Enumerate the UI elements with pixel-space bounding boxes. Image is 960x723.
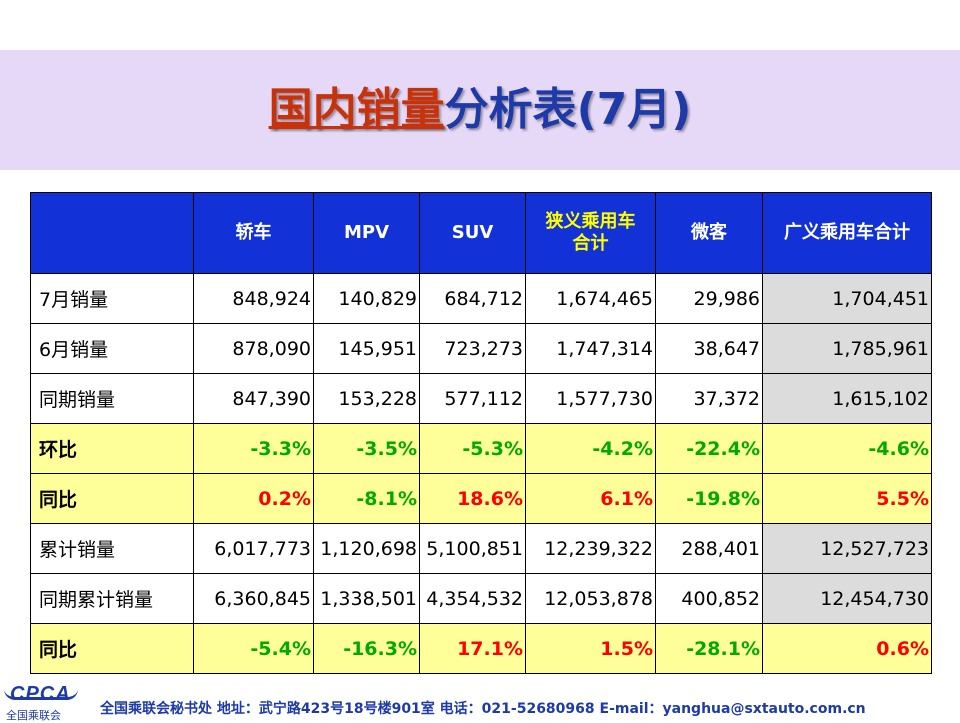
table-cell: 878,090 xyxy=(193,323,314,374)
table-cell: 1,785,961 xyxy=(762,323,932,374)
header-mpv: MPV xyxy=(313,192,420,274)
table-cell: 6.1% xyxy=(525,473,656,524)
logo-subtext: 全国乘联会 xyxy=(6,709,61,722)
table-cell: -5.4% xyxy=(193,623,314,674)
table-cell: 577,112 xyxy=(419,373,526,424)
table-cell: 6,360,845 xyxy=(193,573,314,624)
table-cell: 1,615,102 xyxy=(762,373,932,424)
title-band xyxy=(0,50,960,170)
header-minivan: 微客 xyxy=(655,192,763,274)
table-cell: 0.2% xyxy=(193,473,314,524)
table-row: 同期累计销量 6,360,845 1,338,501 4,354,532 12,053,… xyxy=(30,573,932,624)
table-header-row: 轿车 MPV SUV 狭义乘用车 合计 微客 广义乘用车合计 xyxy=(30,192,932,274)
sales-analysis-table: 轿车 MPV SUV 狭义乘用车 合计 微客 广义乘用车合计 7月销量 848,92… xyxy=(30,192,932,674)
row-label: 同比 xyxy=(30,473,194,524)
table-cell: 12,053,878 xyxy=(525,573,656,624)
table-cell: 17.1% xyxy=(419,623,526,674)
header-suv: SUV xyxy=(419,192,526,274)
table-row: 环比 -3.3% -3.5% -5.3% -4.2% -22.4% -4.6% xyxy=(30,423,932,474)
page-title: 国内销量分析表(7月) xyxy=(0,80,960,140)
table-cell: -3.5% xyxy=(313,423,420,474)
row-label: 6月销量 xyxy=(30,323,194,374)
table-cell: 1,577,730 xyxy=(525,373,656,424)
table-row: 累计销量 6,017,773 1,120,698 5,100,851 12,239,32… xyxy=(30,523,932,574)
table-cell: 847,390 xyxy=(193,373,314,424)
table-cell: 5,100,851 xyxy=(419,523,526,574)
table-cell: 288,401 xyxy=(655,523,763,574)
table-row: 7月销量 848,924 140,829 684,712 1,674,465 29,986… xyxy=(30,273,932,324)
row-label: 7月销量 xyxy=(30,273,194,324)
table-cell: 1,338,501 xyxy=(313,573,420,624)
logo-swoosh xyxy=(4,689,78,700)
header-narrow-total-line1: 狭义乘用车 xyxy=(545,211,636,232)
logo-text: CPCA xyxy=(10,683,71,705)
table-cell: 723,273 xyxy=(419,323,526,374)
table-cell: -4.2% xyxy=(525,423,656,474)
table-cell: 1.5% xyxy=(525,623,656,674)
table-cell: 12,239,322 xyxy=(525,523,656,574)
table-cell: 29,986 xyxy=(655,273,763,324)
title-highlight: 国内销量 xyxy=(268,84,445,135)
table-cell: 6,017,773 xyxy=(193,523,314,574)
table-cell: -4.6% xyxy=(762,423,932,474)
table-cell: 12,527,723 xyxy=(762,523,932,574)
table-cell: 153,228 xyxy=(313,373,420,424)
table-row: 同比 0.2% -8.1% 18.6% 6.1% -19.8% 5.5% xyxy=(30,473,932,524)
header-sedan: 轿车 xyxy=(193,192,314,274)
cpca-logo: CPCA 全国乘联会 xyxy=(4,683,80,722)
table-cell: 4,354,532 xyxy=(419,573,526,624)
table-cell: -3.3% xyxy=(193,423,314,474)
table-cell: 1,120,698 xyxy=(313,523,420,574)
table-cell: -5.3% xyxy=(419,423,526,474)
table-row: 同比 -5.4% -16.3% 17.1% 1.5% -28.1% 0.6% xyxy=(30,623,932,674)
table-cell: 1,704,451 xyxy=(762,273,932,324)
table-cell: 38,647 xyxy=(655,323,763,374)
table-cell: 145,951 xyxy=(313,323,420,374)
row-label: 同期累计销量 xyxy=(30,573,194,624)
table-cell: -8.1% xyxy=(313,473,420,524)
table-cell: 140,829 xyxy=(313,273,420,324)
table-cell: 0.6% xyxy=(762,623,932,674)
table-cell: 400,852 xyxy=(655,573,763,624)
row-label: 环比 xyxy=(30,423,194,474)
table-cell: 37,372 xyxy=(655,373,763,424)
row-label: 同期销量 xyxy=(30,373,194,424)
header-empty xyxy=(30,192,194,274)
header-broad-total: 广义乘用车合计 xyxy=(762,192,932,274)
table-cell: 1,747,314 xyxy=(525,323,656,374)
table-cell: 1,674,465 xyxy=(525,273,656,324)
table-row: 同期销量 847,390 153,228 577,112 1,577,730 37,372… xyxy=(30,373,932,424)
table-row: 6月销量 878,090 145,951 723,273 1,747,314 38,647… xyxy=(30,323,932,374)
table-body: 7月销量 848,924 140,829 684,712 1,674,465 29,986… xyxy=(30,273,932,674)
row-label: 同比 xyxy=(30,623,194,674)
row-label: 累计销量 xyxy=(30,523,194,574)
header-narrow-total-line2: 合计 xyxy=(572,233,609,254)
table-cell: 5.5% xyxy=(762,473,932,524)
table-cell: 18.6% xyxy=(419,473,526,524)
footer-contact: 全国乘联会秘书处 地址：武宁路423号18号楼901室 电话：021-52680… xyxy=(100,701,866,717)
table-cell: 848,924 xyxy=(193,273,314,324)
table-cell: -28.1% xyxy=(655,623,763,674)
table-cell: -16.3% xyxy=(313,623,420,674)
table-cell: 12,454,730 xyxy=(762,573,932,624)
title-rest: 分析表(7月) xyxy=(444,84,692,135)
table-cell: 684,712 xyxy=(419,273,526,324)
table-cell: -19.8% xyxy=(655,473,763,524)
header-narrow-total: 狭义乘用车 合计 xyxy=(525,192,656,274)
table-cell: -22.4% xyxy=(655,423,763,474)
